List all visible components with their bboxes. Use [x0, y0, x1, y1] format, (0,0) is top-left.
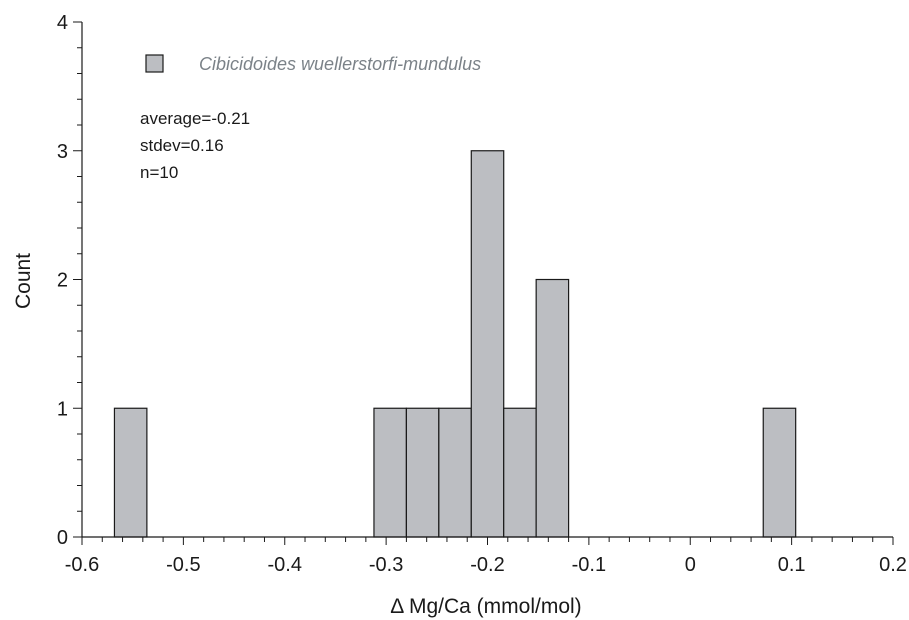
- stats-stdev: stdev=0.16: [140, 136, 224, 155]
- y-tick-label: 3: [57, 141, 68, 163]
- y-axis-title: Count: [12, 253, 35, 309]
- legend-label: Cibicidoides wuellerstorfi-mundulus: [199, 54, 481, 74]
- histogram-bar: [405, 407, 440, 538]
- x-tick-label: -0.2: [470, 554, 504, 576]
- stats-average: average=-0.21: [140, 109, 250, 128]
- stats-n: n=10: [140, 163, 178, 182]
- histogram-bar: [438, 407, 472, 538]
- x-tick-label: -0.6: [65, 554, 99, 576]
- x-tick-label: 0.1: [778, 554, 806, 576]
- bars-group: [113, 150, 797, 538]
- x-tick-label: -0.3: [369, 554, 403, 576]
- y-ticks-group: 0 1 2 3 4: [57, 12, 82, 549]
- histogram-bar: [535, 278, 570, 538]
- legend: Cibicidoides wuellerstorfi-mundulus: [145, 54, 481, 74]
- histogram-bar: [113, 407, 148, 538]
- x-axis-title: Δ Mg/Ca (mmol/mol): [390, 595, 581, 618]
- x-tick-label: -0.4: [268, 554, 302, 576]
- x-tick-label: 0.2: [879, 554, 907, 576]
- x-ticks-group: -0.6 -0.5 -0.4 -0.3 -0.2 -0.1 0 0.1 0.2: [65, 537, 907, 576]
- histogram-bar: [373, 407, 407, 538]
- histogram-bar: [470, 150, 505, 538]
- x-tick-label: -0.5: [166, 554, 200, 576]
- x-tick-label: 0: [685, 554, 696, 576]
- histogram-bar: [762, 407, 797, 538]
- y-tick-label: 1: [57, 398, 68, 420]
- stats-annotation: average=-0.21 stdev=0.16 n=10: [140, 109, 250, 182]
- y-tick-label: 4: [57, 12, 68, 34]
- y-tick-label: 0: [57, 527, 68, 549]
- y-tick-label: 2: [57, 270, 68, 292]
- histogram-bar: [503, 407, 537, 538]
- x-tick-label: -0.1: [572, 554, 606, 576]
- legend-swatch: [145, 54, 164, 73]
